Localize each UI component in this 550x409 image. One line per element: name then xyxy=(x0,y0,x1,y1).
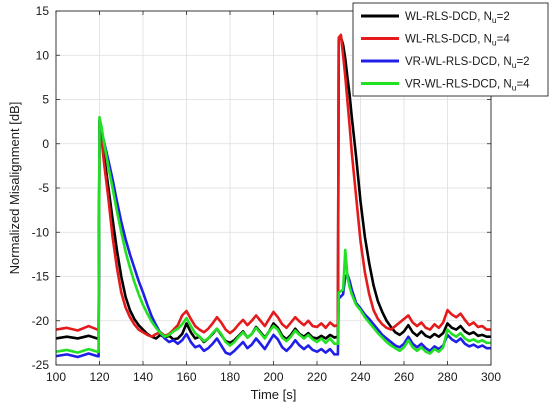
x-axis-ticks: 100 120 140 160 180 200 220 240 260 280 300 xyxy=(46,11,501,384)
legend-box xyxy=(352,2,549,97)
x-tick-label: 300 xyxy=(481,370,501,384)
x-tick-label: 160 xyxy=(176,370,196,384)
x-tick-label: 260 xyxy=(394,370,414,384)
y-tick-label: -20 xyxy=(32,314,50,328)
legend-label-1: WL-RLS-DCD, Nu=2 xyxy=(405,11,510,25)
y-tick-label: -10 xyxy=(32,225,50,239)
y-tick-label: -5 xyxy=(38,181,49,195)
x-tick-label: 200 xyxy=(263,370,283,384)
series-layer xyxy=(56,33,491,359)
x-tick-label: 240 xyxy=(350,370,370,384)
x-tick-label: 100 xyxy=(46,370,66,384)
y-tick-label: -25 xyxy=(32,358,50,372)
legend-label-4: VR-WL-RLS-DCD, Nu=4 xyxy=(405,79,530,93)
series-line-2 xyxy=(56,33,491,338)
y-axis-label: Normalized Misalignment [dB] xyxy=(7,102,22,275)
y-tick-label: 10 xyxy=(36,48,50,62)
series-line-4 xyxy=(56,115,491,355)
legend-label-2: WL-RLS-DCD, Nu=4 xyxy=(405,34,510,48)
series-line-3 xyxy=(56,119,491,359)
x-tick-label: 140 xyxy=(133,370,153,384)
y-tick-label: 5 xyxy=(42,93,49,107)
legend-label-3: VR-WL-RLS-DCD, Nu=2 xyxy=(405,56,530,70)
x-tick-label: 120 xyxy=(89,370,109,384)
x-tick-label: 180 xyxy=(220,370,240,384)
x-tick-label: 220 xyxy=(307,370,327,384)
legend: WL-RLS-DCD, Nu=2 WL-RLS-DCD, Nu=4 VR-WL-RL… xyxy=(352,2,549,97)
y-tick-label: 15 xyxy=(36,4,50,18)
y-tick-label: 0 xyxy=(42,137,49,151)
x-tick-label: 280 xyxy=(437,370,457,384)
y-tick-label: -15 xyxy=(32,270,50,284)
y-axis-ticks: -25 -20 -15 -10 -5 0 5 10 15 xyxy=(32,4,491,372)
x-axis-label: Time [s] xyxy=(251,387,297,402)
